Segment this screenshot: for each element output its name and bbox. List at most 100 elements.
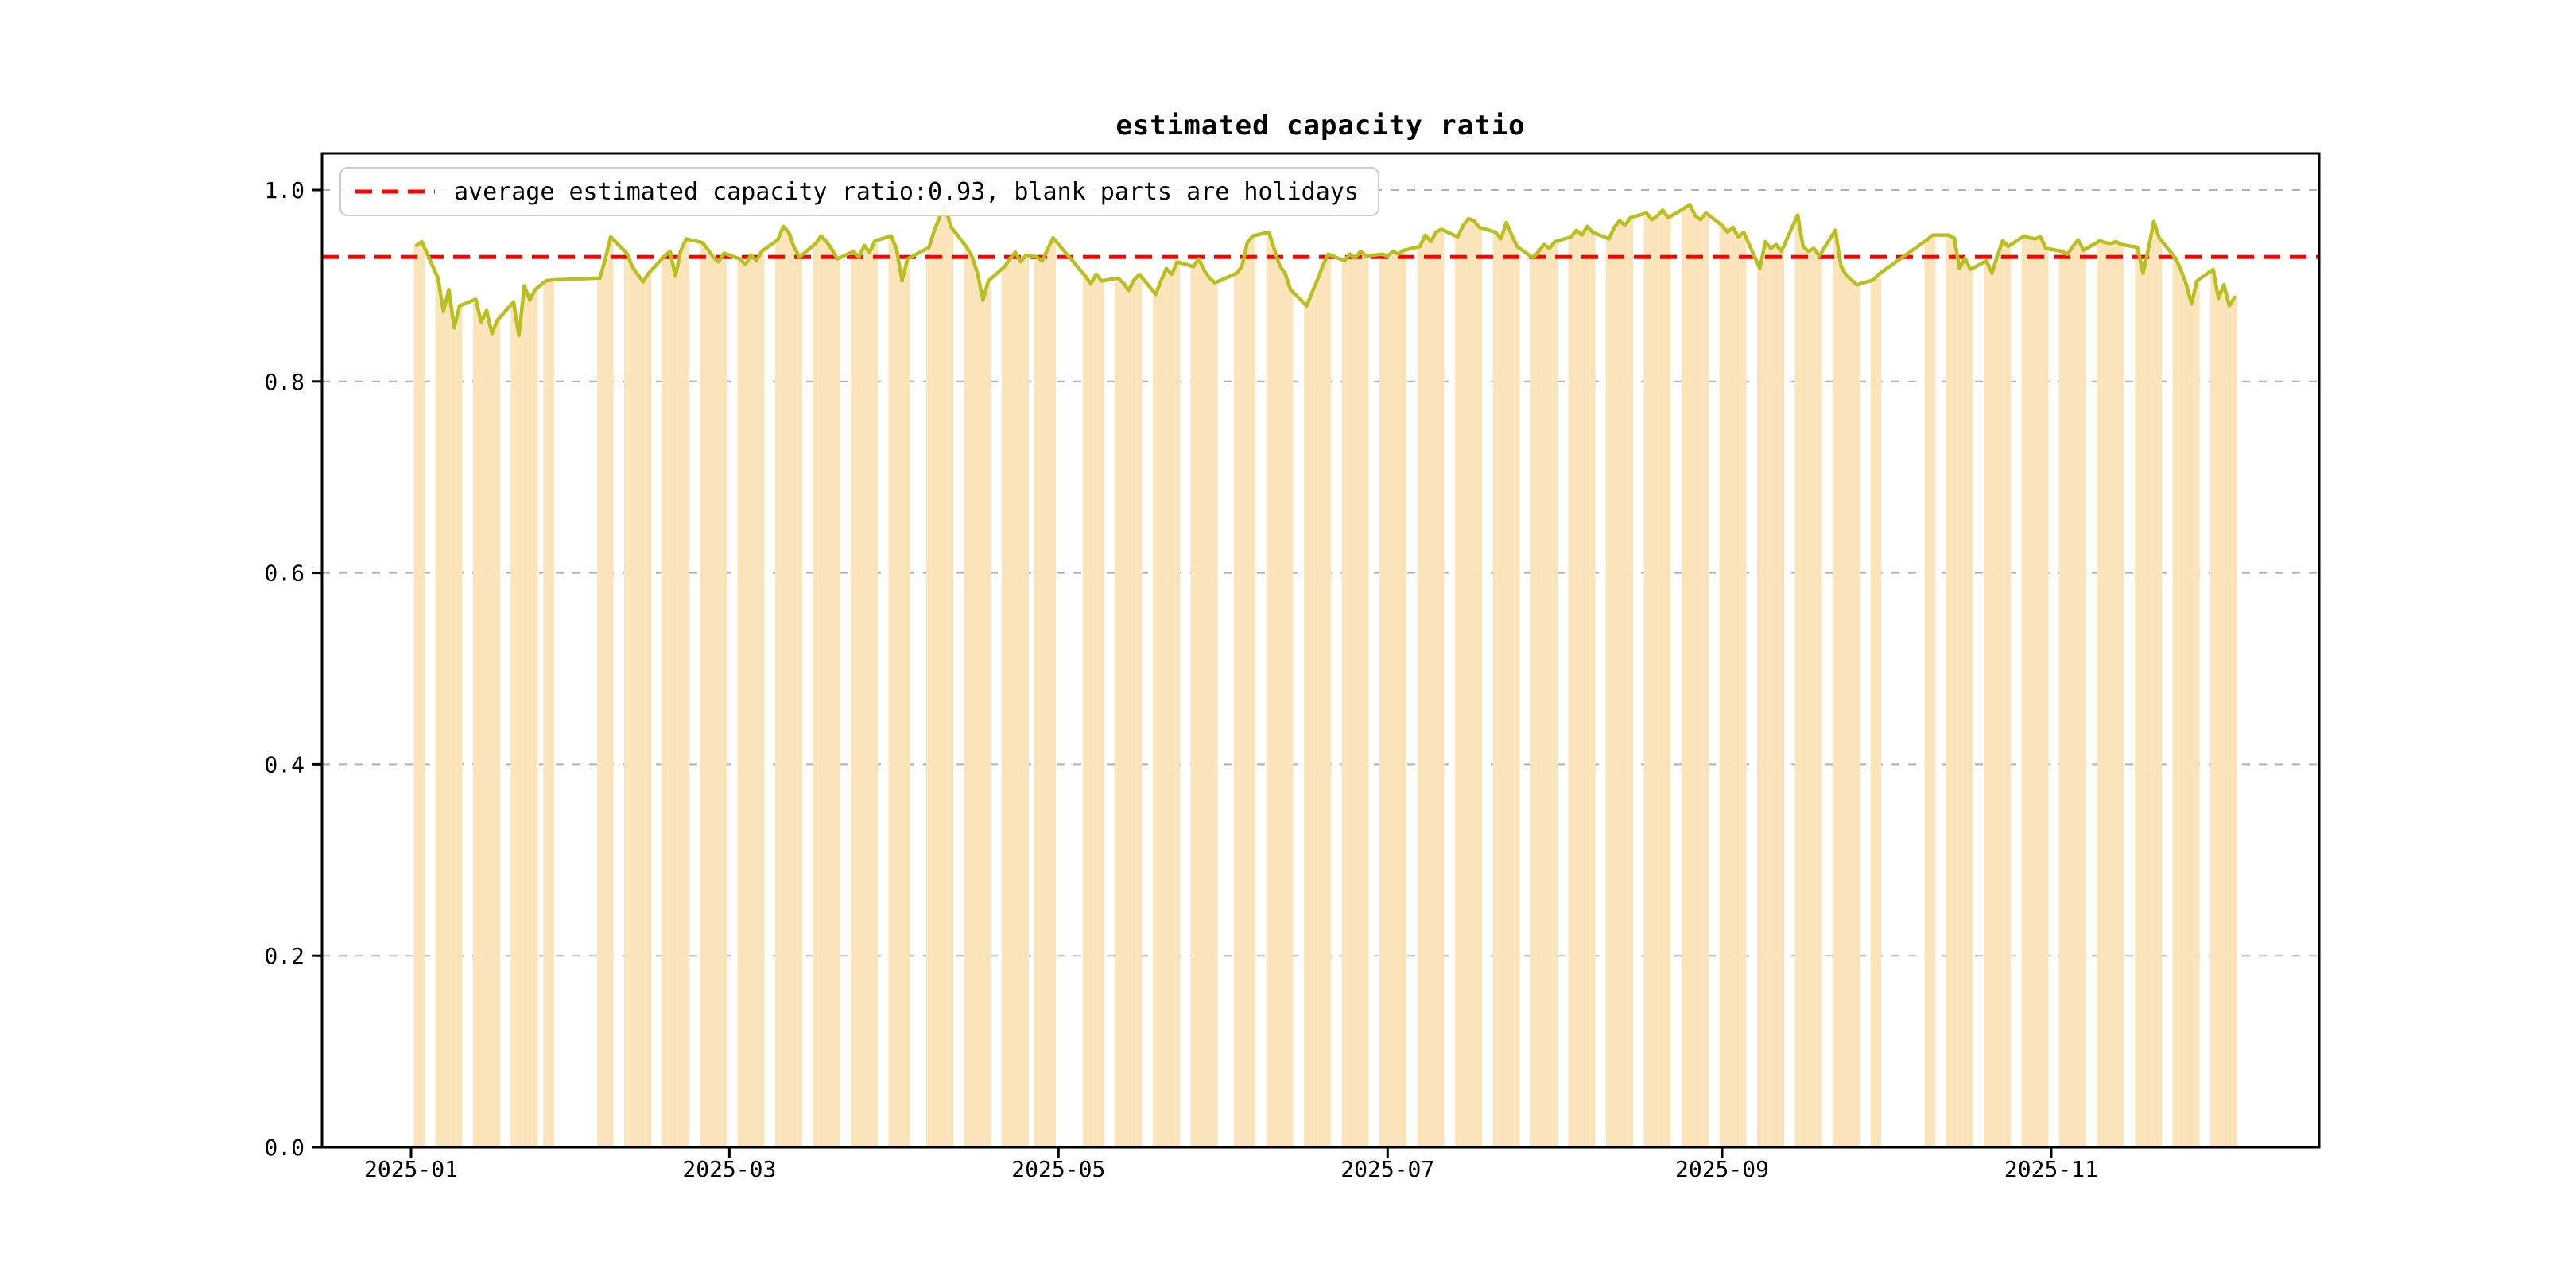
workday-bar [1304, 305, 1309, 1148]
legend-label: average estimated capacity ratio:0.93, b… [454, 177, 1359, 206]
workday-bar [1849, 280, 1855, 1147]
y-tick-label: 0.4 [264, 751, 305, 778]
workday-bar [700, 242, 705, 1148]
workday-bar [1465, 219, 1472, 1147]
workday-bar [1347, 254, 1353, 1148]
workday-bar [2178, 269, 2184, 1147]
workday-bar [1082, 276, 1088, 1147]
workday-bar [1703, 212, 1709, 1147]
workday-bar [1190, 266, 1197, 1147]
x-tick-label: 2025-03 [682, 1156, 776, 1182]
workday-bar [1589, 231, 1596, 1147]
workday-bar [704, 249, 711, 1148]
workday-bar [2156, 238, 2163, 1148]
workday-bar [543, 281, 549, 1147]
workday-bar [1314, 280, 1321, 1147]
workday-bar [1740, 231, 1747, 1147]
workday-bar [1568, 236, 1574, 1148]
legend-dashed-line-swatch [355, 189, 435, 194]
workday-bar [1757, 268, 1763, 1147]
workday-bar [1498, 239, 1504, 1147]
workday-bar [1357, 251, 1364, 1147]
workday-bar [1659, 210, 1666, 1148]
workday-bar [624, 253, 630, 1147]
workday-bar [937, 216, 943, 1147]
workday-bar [456, 305, 463, 1148]
workday-bar [526, 300, 533, 1148]
workday-bar [1686, 204, 1693, 1147]
workday-bar [2043, 248, 2049, 1148]
workday-bar [667, 251, 673, 1147]
workday-bar [440, 311, 447, 1148]
workday-bar [894, 249, 900, 1148]
workday-bar [2183, 283, 2189, 1148]
workday-bar [1422, 235, 1429, 1147]
workday-bar [1682, 208, 1687, 1148]
workday-bar [640, 281, 646, 1148]
workday-bar [1438, 229, 1445, 1147]
workday-bar [1724, 231, 1731, 1147]
workday-bar [646, 273, 651, 1147]
workday-bar [1233, 273, 1240, 1147]
workday-bar [1546, 248, 1553, 1148]
workday-bar [926, 247, 932, 1147]
workday-bar [780, 226, 786, 1148]
workday-bar [2112, 242, 2119, 1147]
workday-bar [1984, 261, 1989, 1148]
workday-bar [419, 242, 425, 1147]
workday-bar [1136, 274, 1143, 1147]
workday-bar [964, 247, 970, 1147]
workday-bar [1012, 252, 1018, 1147]
workday-bar [1341, 261, 1348, 1148]
workday-bar [1762, 242, 1768, 1147]
workday-bar [1655, 215, 1660, 1147]
workday-bar [2135, 247, 2140, 1147]
workday-bar [861, 245, 867, 1147]
y-tick-label: 1.0 [264, 177, 305, 204]
workday-bar [2140, 273, 2146, 1147]
capacity-ratio-line [414, 202, 2237, 338]
workday-bar [522, 285, 527, 1147]
workday-bar [797, 257, 802, 1147]
workday-bar [2005, 246, 2012, 1147]
workday-bar [1120, 282, 1127, 1148]
workday-bar [673, 276, 678, 1147]
workday-bar [1573, 230, 1580, 1147]
workday-bar [1169, 274, 1175, 1147]
workday-bar [1530, 258, 1536, 1147]
plot-border [320, 152, 2321, 1149]
workday-bar [661, 256, 668, 1148]
workday-bar [1045, 249, 1051, 1148]
workday-bar [1018, 262, 1024, 1147]
workday-bar [1730, 227, 1736, 1147]
workday-bar [1002, 266, 1007, 1147]
workday-bar [1794, 215, 1801, 1148]
workday-bar [2000, 240, 2006, 1147]
workday-bar [2059, 251, 2065, 1147]
workday-bar [1196, 258, 1202, 1147]
workday-bar [1320, 266, 1326, 1148]
workday-bar [2118, 244, 2124, 1148]
workday-bar [1627, 217, 1634, 1147]
workday-bar [607, 236, 614, 1148]
workday-bar [1961, 258, 1968, 1147]
workday-bar [758, 251, 765, 1147]
workday-bar [1460, 225, 1466, 1148]
workday-bar [855, 257, 862, 1147]
workday-bar [1584, 226, 1590, 1148]
x-tick-label: 2025-05 [1011, 1156, 1105, 1182]
workday-bar [1433, 231, 1439, 1147]
workday-bar [828, 249, 835, 1148]
workday-bar [904, 258, 910, 1147]
workday-bar [834, 258, 840, 1147]
workday-bar [824, 242, 829, 1147]
workday-bar [677, 250, 684, 1147]
x-tick-label: 2025-01 [364, 1156, 458, 1182]
workday-bar [2027, 238, 2033, 1148]
workday-bar [1967, 269, 1973, 1147]
workday-bar [975, 273, 980, 1147]
workday-bar [786, 231, 792, 1147]
workday-bar [985, 281, 991, 1147]
workday-bar [1870, 280, 1876, 1147]
